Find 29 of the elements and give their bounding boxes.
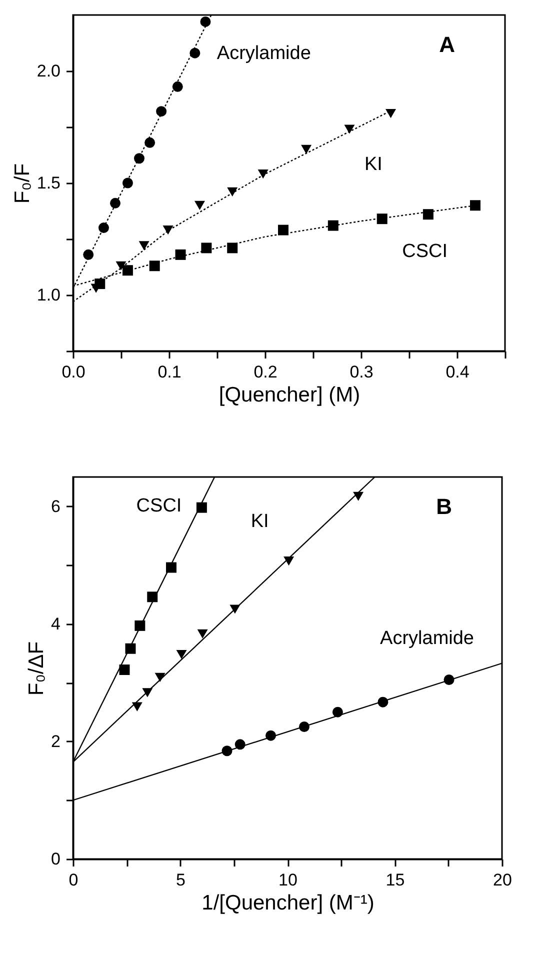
x-tick-label: 0	[68, 870, 78, 890]
x-tick-label: 5	[176, 870, 186, 890]
x-tick-label: 20	[493, 870, 512, 890]
x-tick-label: 0.0	[62, 362, 86, 382]
x-axis-title: [Quencher] (M)	[218, 384, 360, 406]
y-tick-label: 6	[51, 496, 60, 516]
y-tick-label: 2	[51, 732, 60, 751]
y-axis-title: F₀/F	[10, 163, 34, 204]
y-tick-label: 2.0	[36, 62, 60, 80]
series-label: KI	[250, 511, 269, 532]
x-axis-title: 1/[Quencher] (M⁻¹)	[202, 892, 374, 914]
x-tick-label: 0.3	[350, 362, 374, 382]
annotation: A	[439, 32, 456, 57]
y-tick-label: 4	[51, 614, 60, 634]
y-axis-title: F₀/ΔF	[25, 641, 48, 696]
x-tick-label: 0.4	[446, 362, 470, 382]
annotation: B	[436, 494, 452, 519]
x-tick-label: 10	[278, 870, 298, 890]
series-label: CSCI	[402, 240, 448, 262]
series-label: KI	[364, 154, 382, 176]
series-label: Acrylamide	[380, 628, 474, 649]
y-tick-label: 1.5	[36, 174, 60, 192]
x-tick-label: 0.2	[254, 362, 278, 382]
x-tick-label: 15	[386, 870, 405, 890]
y-tick-label: 1.0	[36, 286, 60, 304]
y-tick-label: 0	[51, 850, 60, 868]
x-tick-label: 0.1	[158, 362, 182, 382]
series-label: CSCI	[136, 496, 182, 517]
series-label: Acrylamide	[216, 43, 311, 64]
